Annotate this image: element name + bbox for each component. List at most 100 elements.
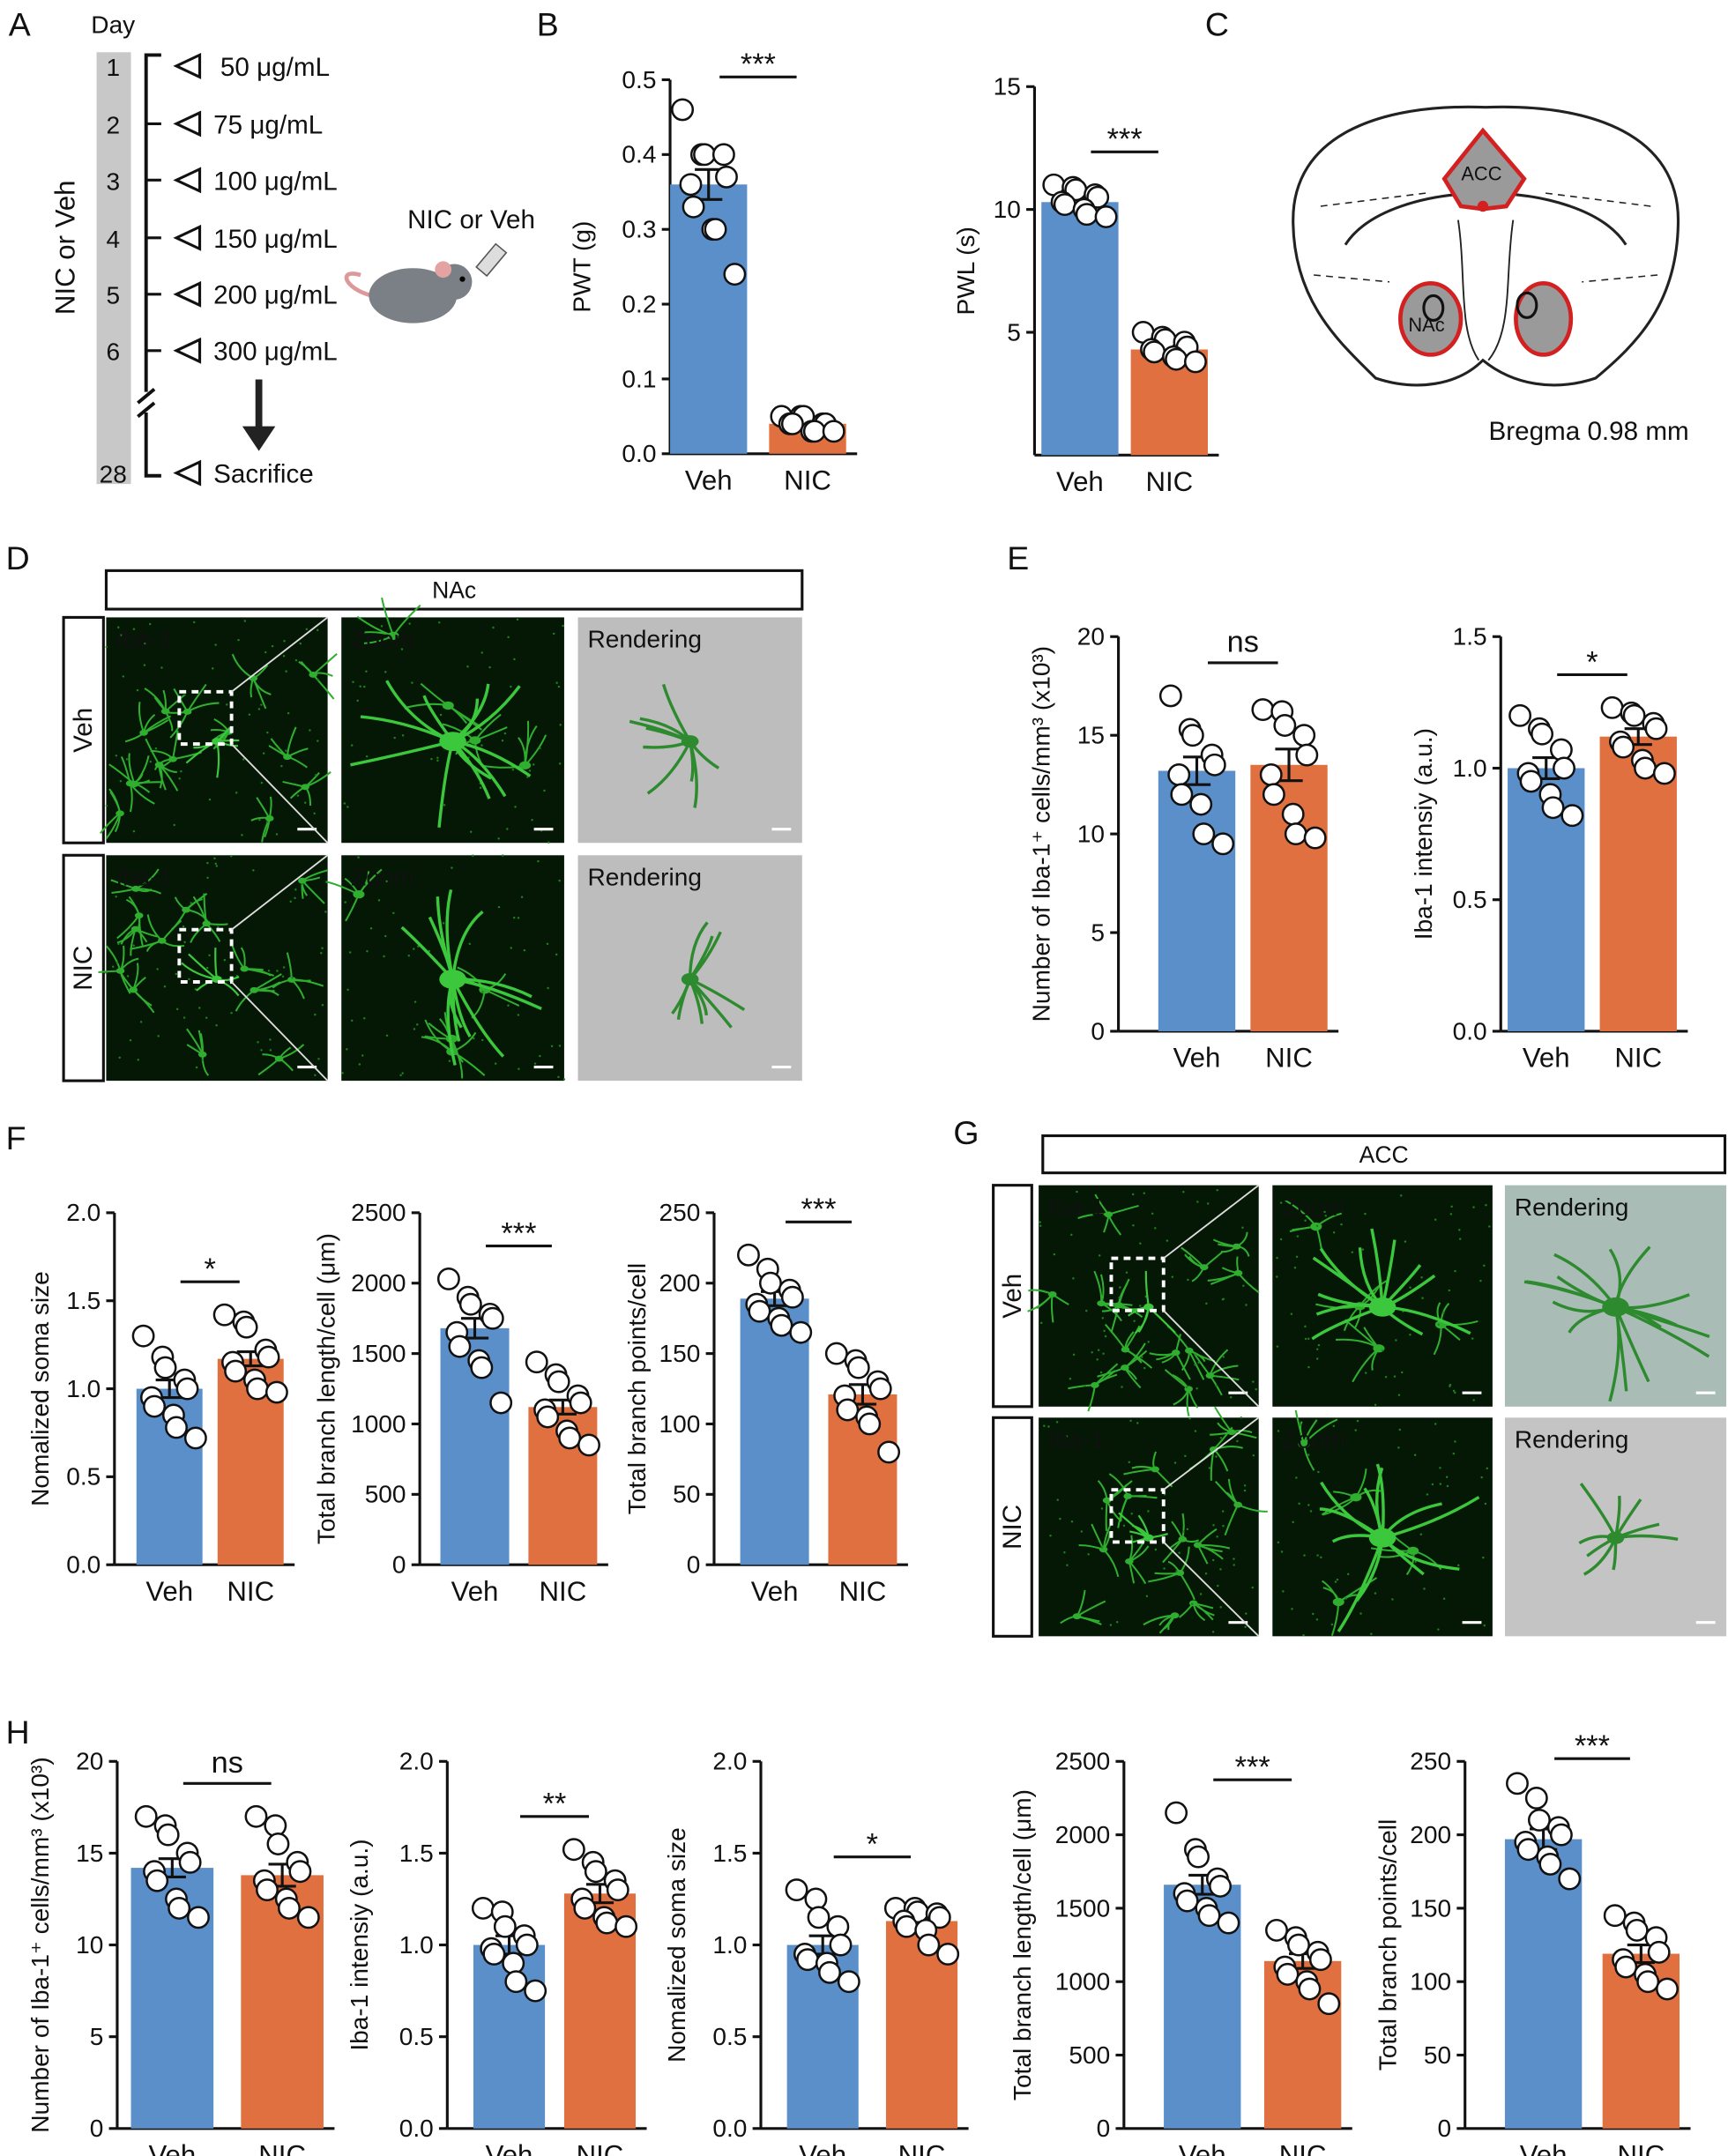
data-point (524, 1979, 547, 2003)
data-point (448, 1334, 472, 1358)
data-point (168, 1896, 191, 1920)
speckle (1448, 1289, 1451, 1292)
speckle (1446, 1484, 1449, 1488)
speckle (430, 757, 433, 761)
speckle (321, 1004, 324, 1007)
y-tick-label: 1.0 (66, 1375, 101, 1402)
speckle (1222, 1524, 1225, 1528)
speckle (242, 758, 245, 761)
speckle (411, 681, 413, 684)
speckle (1215, 1384, 1218, 1387)
speckle (1344, 1597, 1348, 1600)
data-point (502, 1952, 525, 1975)
speckle (512, 916, 516, 919)
y-tick-label: 15 (994, 73, 1021, 100)
speckle (1411, 1554, 1414, 1557)
speckle (1276, 1256, 1278, 1260)
y-tick-label: 10 (1077, 820, 1105, 847)
cell-body (1602, 1297, 1629, 1317)
speckle (1304, 1337, 1307, 1341)
speckle (526, 776, 529, 778)
y-axis-title: PWL (s) (952, 227, 979, 315)
cell-body (1143, 1534, 1154, 1542)
speckle (1423, 1587, 1426, 1590)
data-point (1644, 717, 1668, 740)
data-point (1516, 1838, 1540, 1862)
arrow-head (242, 426, 276, 451)
speckle (1147, 1510, 1150, 1513)
speckle (1437, 1628, 1440, 1631)
panel-letter: F (6, 1119, 26, 1156)
significance-label: ns (1227, 625, 1259, 658)
speckle (1096, 1358, 1099, 1361)
speckle (413, 1000, 417, 1003)
cell-body (439, 970, 466, 989)
cell-body (182, 709, 192, 715)
y-tick-label: 1.5 (1453, 623, 1487, 651)
speckle (119, 634, 123, 636)
y-tick-label: 0.0 (66, 1551, 101, 1579)
speckle (214, 643, 217, 646)
speckle (243, 620, 247, 622)
cell-body (1047, 1290, 1057, 1297)
data-point (482, 1943, 506, 1966)
y-tick-label: 1.0 (712, 1931, 747, 1959)
y-axis-title: Nomalized soma size (663, 1827, 690, 2063)
y-tick-label: 0.5 (399, 2023, 434, 2050)
y-tick-label: 5 (1007, 318, 1021, 346)
speckle (1099, 1371, 1103, 1374)
data-point (1217, 1911, 1240, 1935)
data-point (877, 1440, 901, 1464)
y-tick-label: 0.5 (622, 66, 656, 93)
data-point (1158, 684, 1182, 708)
speckle (1336, 1578, 1339, 1581)
mouse (344, 242, 508, 323)
speckle (267, 970, 271, 972)
speckle (1193, 1353, 1196, 1357)
speckle (481, 991, 484, 993)
y-tick-label: 50 (1424, 2041, 1451, 2069)
y-tick-label: 200 (659, 1269, 701, 1297)
data-point (1634, 756, 1657, 780)
speckle (1304, 1325, 1307, 1328)
data-point (187, 1906, 210, 1929)
speckle (1317, 1470, 1320, 1474)
speckle (280, 764, 283, 768)
data-point (1075, 203, 1099, 227)
zoom-box (1109, 1256, 1166, 1312)
speckle (230, 1011, 233, 1015)
zoom-line (1163, 1541, 1260, 1638)
cell-body (1097, 1300, 1106, 1307)
timeline-bar (96, 52, 131, 485)
y-tick-label: 200 (1410, 1821, 1451, 1848)
speckle (1296, 1235, 1300, 1238)
zoom-box (177, 689, 234, 747)
speckle (248, 713, 251, 716)
cell-body (130, 781, 139, 788)
speckle (562, 624, 564, 628)
speckle (1236, 1439, 1239, 1443)
x-tick-label: Veh (1056, 466, 1104, 497)
speckle (1145, 1595, 1149, 1598)
data-point (595, 1911, 619, 1935)
x-tick-label: Veh (145, 1576, 193, 1607)
speckle (314, 1074, 317, 1077)
speckle (1299, 1424, 1301, 1426)
speckle (1208, 1467, 1211, 1469)
speckle (557, 1075, 560, 1079)
cell-body (1227, 1429, 1236, 1436)
speckle (365, 670, 368, 673)
speckle (271, 644, 274, 648)
speckle (1130, 1513, 1133, 1515)
speckle (392, 911, 395, 915)
speckle (557, 685, 561, 688)
speckle (401, 734, 405, 737)
data-point (504, 1970, 528, 1994)
data-point (836, 1398, 860, 1422)
y-axis-title: Total branch points/cell (623, 1263, 651, 1514)
y-tick-label: 1.0 (1453, 755, 1487, 782)
speckle (358, 1063, 361, 1066)
speckle (1104, 1334, 1107, 1338)
speckle (317, 740, 319, 742)
data-point (1317, 1992, 1341, 2016)
